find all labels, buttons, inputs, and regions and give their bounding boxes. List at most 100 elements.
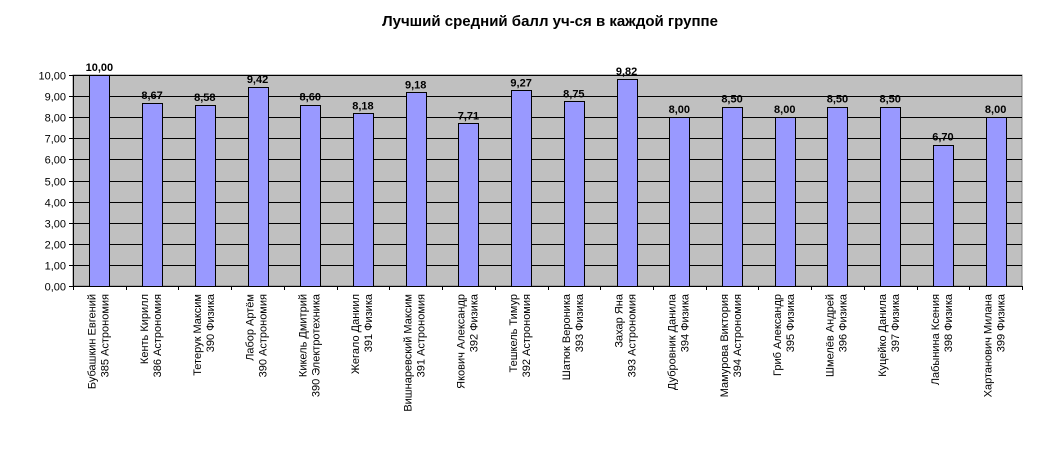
category-label: Тетерук Максим390 Физика bbox=[192, 293, 217, 376]
category-label-line: Гриб Александр bbox=[772, 294, 784, 376]
category-label-line: 393 Физика bbox=[574, 293, 586, 352]
category-label-line: 392 Физика bbox=[468, 293, 480, 352]
plot-area bbox=[72, 74, 1023, 287]
y-tick-label: 7,00 bbox=[45, 134, 66, 146]
y-tick-label: 0,00 bbox=[45, 282, 66, 294]
bar bbox=[986, 117, 1007, 287]
bar bbox=[564, 101, 585, 287]
category-label-line: 390 Астрономия bbox=[258, 294, 270, 377]
gridlines bbox=[73, 75, 1022, 287]
data-label: 9,82 bbox=[616, 66, 637, 78]
y-tick-label: 2,00 bbox=[45, 240, 66, 252]
y-tick-label: 5,00 bbox=[45, 177, 66, 189]
data-label: 8,00 bbox=[774, 104, 795, 116]
category-label-line: 390 Электротехника bbox=[310, 293, 322, 397]
bar bbox=[617, 79, 638, 287]
bar bbox=[300, 105, 321, 287]
x-axis: Бубашкин Евгений385 Астрономия Кенть Кири… bbox=[73, 286, 1023, 412]
bar bbox=[248, 87, 269, 287]
y-tick-label: 9,00 bbox=[45, 92, 66, 104]
category-label-line: Лабынина Ксения bbox=[930, 294, 942, 385]
category-label-line: Шатюк Вероника bbox=[561, 293, 573, 380]
category-label-line: Жегало Даниил bbox=[350, 294, 362, 374]
category-label-line: 394 Физика bbox=[679, 293, 691, 352]
bar bbox=[89, 75, 110, 287]
bar bbox=[775, 117, 796, 287]
category-label: Захар Яна393 Астрономия bbox=[614, 293, 639, 377]
bar bbox=[880, 107, 901, 287]
y-tick-label: 6,00 bbox=[45, 155, 66, 167]
bars bbox=[89, 75, 1007, 287]
data-label: 10,00 bbox=[86, 62, 114, 74]
data-label: 8,50 bbox=[721, 94, 742, 106]
bar bbox=[933, 145, 954, 287]
category-label: Мамурова Виктория394 Астрономия bbox=[719, 294, 744, 397]
data-label: 8,75 bbox=[563, 88, 584, 100]
category-label-line: 391 Астрономия bbox=[416, 294, 428, 377]
category-label: Хартанович Милана399 Физика bbox=[983, 293, 1008, 397]
bar bbox=[722, 107, 743, 287]
category-label-line: 391 Физика bbox=[363, 293, 375, 352]
data-label: 9,42 bbox=[247, 74, 268, 86]
category-label-line: Тетерук Максим bbox=[192, 294, 204, 376]
category-label-line: Лабор Артём bbox=[245, 294, 257, 361]
data-label: 8,50 bbox=[827, 94, 848, 106]
bar bbox=[827, 107, 848, 287]
category-label: Бубашкин Евгений385 Астрономия bbox=[86, 294, 111, 389]
category-label-line: Хартанович Милана bbox=[983, 293, 995, 397]
data-label: 8,00 bbox=[985, 104, 1006, 116]
data-label: 7,71 bbox=[458, 110, 479, 122]
y-tick-label: 10,00 bbox=[38, 71, 66, 83]
category-label-line: 385 Астрономия bbox=[99, 294, 111, 377]
chart-title: Лучший средний балл уч-ся в каждой групп… bbox=[382, 13, 718, 30]
category-label: Лабынина Ксения398 Физика bbox=[930, 293, 955, 385]
category-label-line: Захар Яна bbox=[614, 293, 626, 347]
category-label: Вишнаревский Максим391 Астрономия bbox=[403, 294, 428, 412]
y-tick-label: 8,00 bbox=[45, 113, 66, 125]
category-label: Кенть Кирилл386 Астрономия bbox=[139, 294, 164, 377]
category-label-line: Шмелёв Андрей bbox=[824, 294, 836, 377]
data-label: 8,58 bbox=[194, 92, 215, 104]
category-label: Тешкель Тимур392 Астрономия bbox=[508, 294, 533, 377]
bar bbox=[142, 103, 163, 287]
category-label-line: 396 Физика bbox=[837, 293, 849, 352]
category-label-line: Кенть Кирилл bbox=[139, 294, 151, 364]
category-label-line: Дубровник Данила bbox=[666, 293, 678, 390]
category-label: Якович Александр392 Физика bbox=[455, 293, 480, 389]
category-label-line: Бубашкин Евгений bbox=[86, 294, 98, 389]
y-tick-label: 4,00 bbox=[45, 198, 66, 210]
category-label: Гриб Александр395 Физика bbox=[772, 293, 797, 376]
category-label: Лабор Артём390 Астрономия bbox=[245, 294, 270, 377]
category-label-line: 399 Физика bbox=[996, 293, 1008, 352]
category-label-line: 393 Астрономия bbox=[627, 294, 639, 377]
y-tick-label: 1,00 bbox=[45, 261, 66, 273]
data-label: 6,70 bbox=[932, 132, 953, 144]
category-label-line: 392 Астрономия bbox=[521, 294, 533, 377]
bar bbox=[511, 90, 532, 287]
category-label: Кикель Дмитрий390 Электротехника bbox=[297, 293, 322, 397]
data-label: 9,18 bbox=[405, 79, 426, 91]
bar bbox=[353, 113, 374, 287]
category-label: Жегало Даниил391 Физика bbox=[350, 293, 375, 374]
data-label: 8,67 bbox=[141, 90, 162, 102]
category-label-line: 390 Физика bbox=[205, 293, 217, 352]
data-label: 8,00 bbox=[669, 104, 690, 116]
category-label-line: Куцейко Данила bbox=[877, 293, 889, 377]
data-labels: 10,00 8,67 8,58 9,42 8,60 8,18 9,18 7,71 9,27 8,7… bbox=[86, 62, 1007, 144]
bar bbox=[669, 117, 690, 287]
category-label: Куцейко Данила397 Физика bbox=[877, 293, 902, 377]
data-label: 8,50 bbox=[879, 94, 900, 106]
category-label: Шмелёв Андрей396 Физика bbox=[824, 293, 849, 377]
data-label: 9,27 bbox=[510, 77, 531, 89]
category-label-line: 398 Физика bbox=[943, 293, 955, 352]
data-label: 8,18 bbox=[352, 100, 373, 112]
category-label: Дубровник Данила394 Физика bbox=[666, 293, 691, 390]
category-label-line: Тешкель Тимур bbox=[508, 294, 520, 373]
category-label-line: Кикель Дмитрий bbox=[297, 294, 309, 377]
category-label-line: Вишнаревский Максим bbox=[403, 294, 415, 412]
data-label: 8,60 bbox=[300, 92, 321, 104]
category-label-line: 397 Физика bbox=[890, 293, 902, 352]
category-label-line: 395 Физика bbox=[785, 293, 797, 352]
bar bbox=[458, 123, 479, 287]
